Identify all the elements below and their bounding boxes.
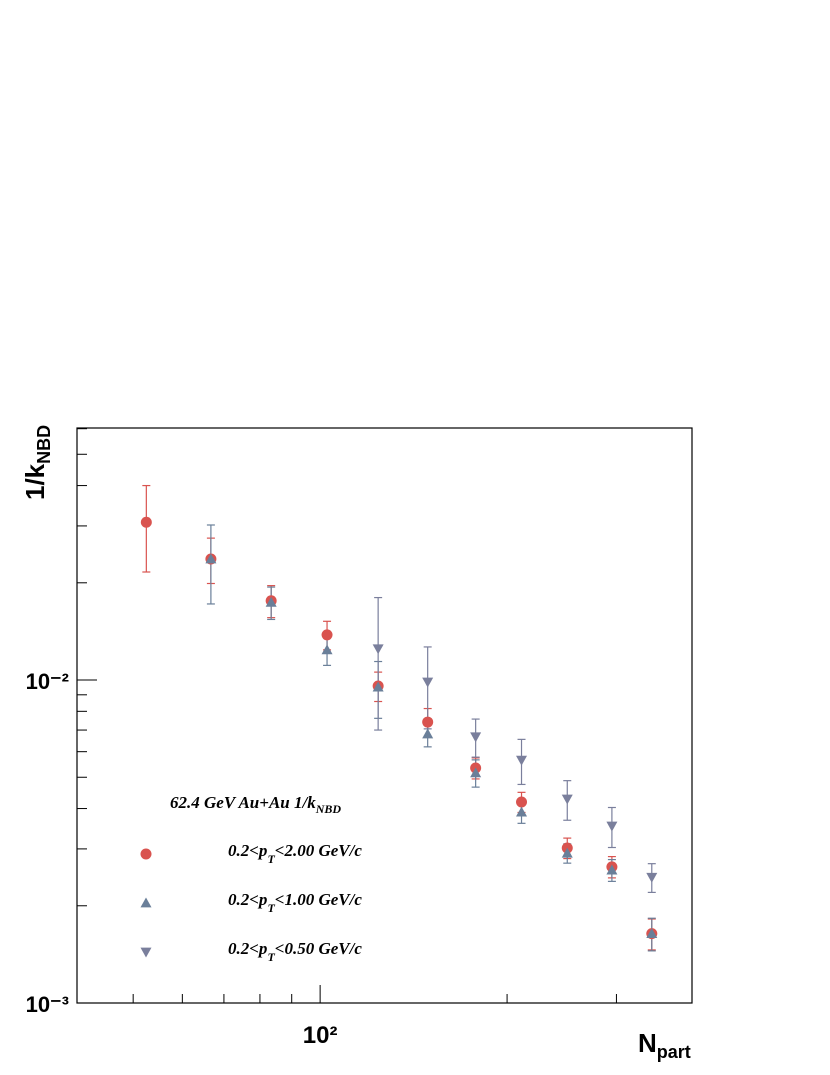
data-point [516,796,528,808]
data-point [372,644,384,655]
data-point [561,794,573,805]
legend-marker [140,947,152,958]
data-point [516,806,528,817]
data-point [265,596,277,607]
legend-label-sub: T [267,852,275,866]
legend-title-main: 62.4 GeV Au+Au 1/k [170,793,316,812]
x-tick-label: 10² [303,1022,338,1049]
y-axis-label: 1/kNBD [20,425,54,500]
data-point [321,644,333,655]
legend-label-part: <1.00 GeV/c [275,890,363,909]
data-point [646,928,658,939]
data-point [422,716,434,728]
legend-marker [140,848,152,860]
data-point [321,629,333,641]
data-point [470,767,482,778]
data-point [606,821,618,832]
data-point [516,755,528,766]
legend-label-sub: T [267,950,275,964]
data-point [470,732,482,743]
error-bar [374,596,383,731]
legend-title-sub: NBD [315,802,342,816]
legend-label-part: 0.2<p [228,939,267,958]
data-point [140,516,152,528]
legend-label-part: 0.2<p [228,841,267,860]
legend-label: 0.2<pT<2.00 GeV/c [228,841,362,866]
legend-label: 0.2<pT<0.50 GeV/c [228,939,362,964]
y-axis-label-sub: NBD [34,425,54,464]
legend-title: 62.4 GeV Au+Au 1/kNBD [170,793,341,816]
data-point [205,553,217,564]
data-point [372,681,384,692]
legend-label-part: <0.50 GeV/c [275,939,363,958]
legend-label: 0.2<pT<1.00 GeV/c [228,890,362,915]
x-axis-label: Npart [638,1028,691,1062]
error-bar [423,646,432,730]
x-axis-label-main: N [638,1028,657,1058]
data-point [561,847,573,858]
y-axis-label-main: 1/k [20,463,50,500]
legend-label-part: <2.00 GeV/c [275,841,363,860]
plot-frame [76,427,693,1004]
legend-marker [140,897,152,908]
data-point [646,872,658,883]
x-axis-label-sub: part [657,1042,691,1062]
data-point [422,728,434,739]
y-tick-label: 10⁻³ [26,992,69,1017]
error-bar [142,484,151,573]
y-tick-label: 10⁻² [26,669,69,694]
data-point [606,864,618,875]
legend-label-part: 0.2<p [228,890,267,909]
legend-label-sub: T [267,901,275,915]
data-point [422,677,434,688]
